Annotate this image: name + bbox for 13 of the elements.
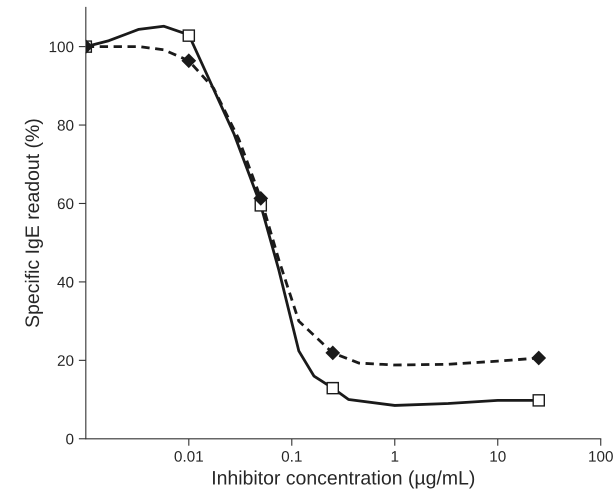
- y-tick-label: 100: [50, 41, 74, 52]
- x-tick-label: 0.1: [282, 450, 302, 462]
- y-tick-label: 40: [57, 276, 74, 288]
- y-axis-title: Specific IgE readout (%): [24, 119, 43, 328]
- y-tick-label: 80: [58, 120, 74, 131]
- x-axis-title: Inhibitor concentration (µg/mL): [213, 470, 474, 488]
- x-tick-label: 100: [589, 450, 613, 462]
- x-tick-label: 1: [392, 451, 398, 462]
- x-tick-label: 10: [490, 450, 506, 462]
- y-tick-label: 20: [58, 355, 74, 366]
- x-tick-label: 0.01: [174, 450, 203, 462]
- y-tick-label: 60: [58, 198, 74, 210]
- y-tick-label: 0: [66, 434, 74, 444]
